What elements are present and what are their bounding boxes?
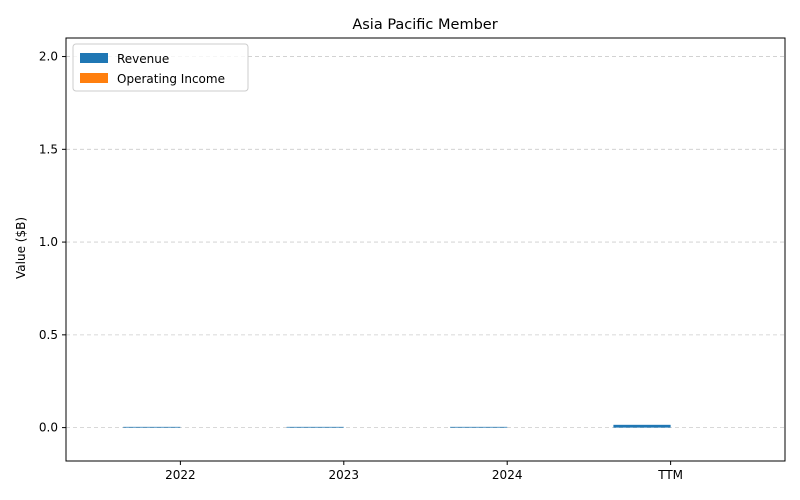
legend-label: Revenue <box>117 52 169 66</box>
y-tick-label: 0.5 <box>39 328 58 342</box>
y-axis-label: Value ($B) <box>14 217 28 279</box>
legend-swatch <box>80 53 108 63</box>
bar-revenue <box>286 426 344 428</box>
chart-title: Asia Pacific Member <box>352 17 497 33</box>
y-axis-ticks: 0.0 0.5 1.0 1.5 2.0 <box>39 50 66 435</box>
legend-box <box>72 43 249 92</box>
plot-frame <box>65 37 786 462</box>
legend-label: Operating Income <box>117 72 225 86</box>
bars <box>123 424 671 428</box>
bar-revenue <box>613 424 671 428</box>
bar-revenue <box>450 426 508 428</box>
bar-revenue <box>123 426 181 428</box>
x-tick-label: 2024 <box>492 468 523 482</box>
x-tick-label: 2022 <box>165 468 196 482</box>
y-tick-label: 1.0 <box>39 235 58 249</box>
legend-swatch <box>80 73 108 83</box>
y-tick-label: 0.0 <box>39 421 58 435</box>
legend: Revenue Operating Income <box>72 43 249 92</box>
x-tick-label: TTM <box>657 468 683 482</box>
y-tick-label: 2.0 <box>39 50 58 64</box>
y-tick-label: 1.5 <box>39 142 58 156</box>
x-axis-ticks: 2022 2023 2024 TTM <box>165 461 683 482</box>
x-tick-label: 2023 <box>329 468 360 482</box>
